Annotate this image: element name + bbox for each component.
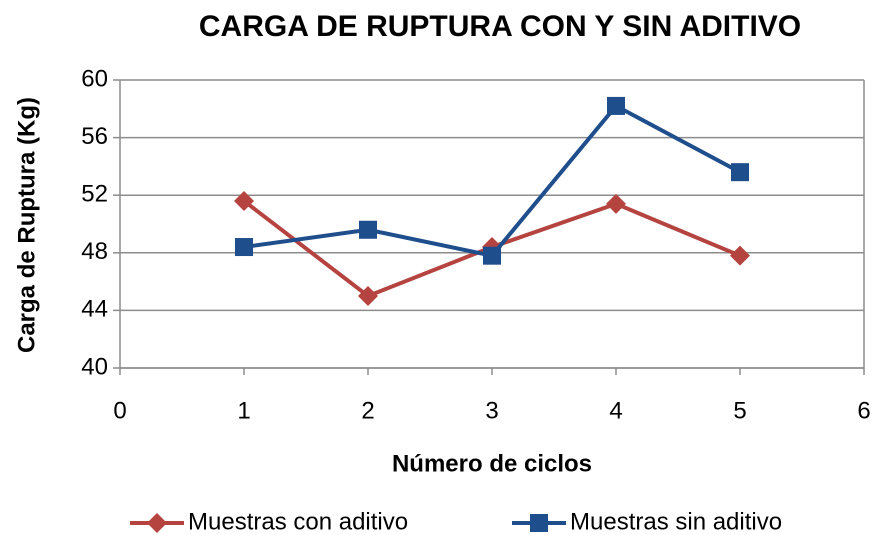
- y-axis-label: Carga de Ruptura (Kg): [13, 97, 40, 353]
- marker: [607, 96, 625, 115]
- marker: [483, 246, 501, 265]
- legend-label: Muestras con aditivo: [188, 508, 408, 535]
- marker: [730, 245, 750, 266]
- y-tick-label: 52: [81, 181, 108, 208]
- x-tick-label: 4: [609, 397, 622, 424]
- marker: [731, 163, 749, 182]
- x-tick-label: 6: [857, 397, 870, 424]
- x-tick-label: 2: [361, 397, 374, 424]
- chart-title: CARGA DE RUPTURA CON Y SIN ADITIVO: [199, 10, 801, 43]
- marker: [358, 286, 378, 306]
- x-tick-label: 5: [733, 397, 746, 424]
- marker: [606, 193, 626, 214]
- x-tick-label: 3: [485, 397, 498, 424]
- x-axis-label: Número de ciclos: [392, 450, 592, 477]
- y-tick-label: 60: [81, 65, 108, 92]
- y-tick-label: 48: [81, 238, 108, 265]
- marker: [530, 514, 548, 532]
- marker: [235, 238, 253, 257]
- marker: [359, 220, 377, 239]
- legend-label: Muestras sin aditivo: [570, 508, 782, 535]
- y-tick-label: 56: [81, 123, 108, 150]
- y-tick-label: 40: [81, 353, 108, 380]
- series-line: [243, 103, 741, 258]
- x-tick-label: 0: [113, 397, 126, 424]
- marker: [234, 190, 254, 211]
- y-tick-label: 44: [81, 296, 108, 323]
- x-tick-label: 1: [237, 397, 250, 424]
- marker: [147, 513, 167, 533]
